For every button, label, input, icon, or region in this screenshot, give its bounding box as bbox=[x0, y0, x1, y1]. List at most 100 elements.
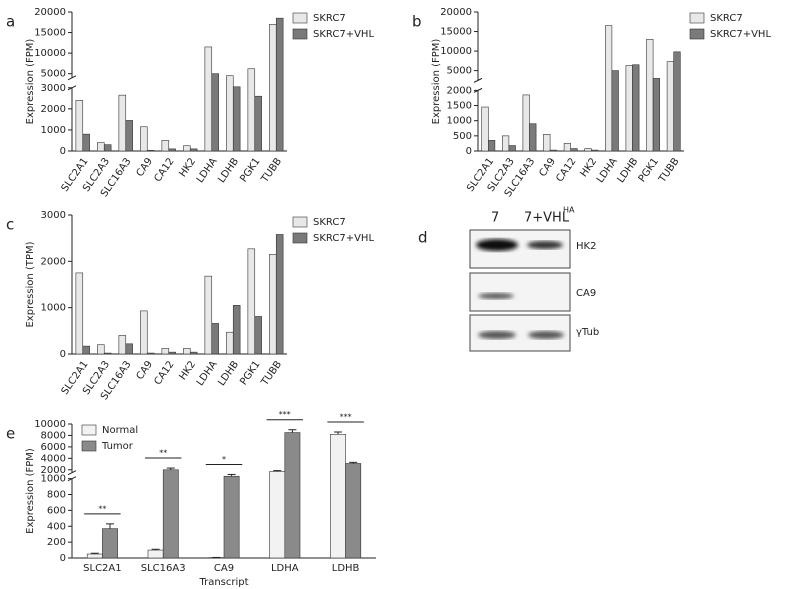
y-tick-label: 1500 bbox=[447, 101, 472, 112]
bar bbox=[161, 348, 170, 355]
x-tick-label: CA9 bbox=[135, 156, 156, 179]
bar bbox=[204, 275, 213, 355]
bar bbox=[82, 345, 90, 355]
bar bbox=[140, 310, 148, 355]
x-tick-label: PGK1 bbox=[238, 156, 262, 184]
x-tick-label: HK2 bbox=[177, 359, 198, 382]
bar bbox=[275, 234, 284, 355]
y-tick-label: 1000 bbox=[41, 125, 66, 136]
y-tick-label: 10000 bbox=[34, 419, 66, 430]
y-tick-label: 800 bbox=[47, 490, 66, 501]
legend-swatch bbox=[689, 12, 705, 24]
bar bbox=[275, 17, 284, 152]
y-axis-label: Expression (FPM) bbox=[25, 448, 36, 534]
bar bbox=[102, 528, 118, 559]
x-tick-label: TUBB bbox=[259, 359, 284, 388]
bar bbox=[97, 344, 105, 355]
bar bbox=[330, 434, 346, 559]
western-blot: d 7 7+VHL HA HK2 CA9 γTub bbox=[418, 206, 599, 352]
y-tick-label: 8000 bbox=[41, 430, 66, 441]
x-tick-label: CA12 bbox=[554, 156, 578, 184]
bar bbox=[232, 305, 241, 355]
bar bbox=[247, 248, 256, 355]
panel-label: e bbox=[6, 425, 15, 443]
y-axis-label: Expression (FPM) bbox=[25, 39, 36, 125]
bar bbox=[75, 100, 84, 152]
legend-swatch bbox=[292, 216, 308, 228]
bar bbox=[611, 70, 619, 152]
y-axis-label: Expression (FPM) bbox=[431, 39, 442, 125]
x-tick-label: LDHB bbox=[216, 359, 241, 388]
y-tick-label: 0 bbox=[60, 553, 66, 564]
x-tick-label: LDHB bbox=[216, 156, 241, 185]
bar bbox=[646, 39, 654, 152]
row-label: γTub bbox=[576, 327, 599, 338]
x-tick-label: LDHA bbox=[595, 156, 620, 185]
bar bbox=[97, 142, 105, 152]
legend-label: SKRC7 bbox=[313, 217, 346, 228]
x-tick-label: LDHA bbox=[195, 359, 220, 388]
bar bbox=[161, 140, 170, 152]
y-tick-label: 1000 bbox=[41, 474, 66, 485]
legend-swatch bbox=[292, 28, 308, 40]
bar bbox=[563, 143, 571, 152]
significance-label: ** bbox=[159, 449, 167, 458]
x-axis-label: Transcript bbox=[198, 577, 248, 588]
bar bbox=[82, 133, 90, 152]
bar bbox=[118, 94, 127, 152]
axis-break bbox=[67, 85, 77, 91]
bar bbox=[232, 86, 241, 152]
y-tick-label: 6000 bbox=[41, 442, 66, 453]
x-tick-label: TUBB bbox=[656, 156, 681, 185]
y-tick-label: 10000 bbox=[34, 48, 66, 59]
axis-break bbox=[473, 77, 483, 83]
legend-label: SKRC7+VHL bbox=[710, 29, 771, 40]
y-tick-label: 2000 bbox=[447, 85, 472, 96]
legend-label: Tumor bbox=[101, 441, 134, 452]
x-tick-label: PGK1 bbox=[637, 156, 661, 184]
bar bbox=[118, 335, 127, 355]
y-tick-label: 3000 bbox=[41, 83, 66, 94]
panel-label: a bbox=[6, 13, 15, 31]
bar bbox=[189, 351, 198, 355]
bar bbox=[625, 65, 633, 152]
blot-band bbox=[528, 331, 564, 339]
y-axis-label: Expression (TPM) bbox=[25, 241, 36, 327]
bar bbox=[204, 46, 213, 152]
blot-panel bbox=[469, 272, 571, 312]
y-tick-label: 0 bbox=[466, 146, 472, 157]
bar bbox=[125, 343, 133, 355]
x-tick-label: CA9 bbox=[135, 359, 156, 382]
bar bbox=[162, 469, 179, 559]
bar bbox=[254, 95, 262, 152]
y-tick-label: 1000 bbox=[41, 303, 66, 314]
axis-break bbox=[67, 470, 77, 476]
y-tick-label: 600 bbox=[47, 505, 66, 516]
y-tick-label: 5000 bbox=[447, 66, 472, 77]
bar bbox=[168, 351, 176, 355]
x-tick-label: TUBB bbox=[259, 156, 284, 185]
x-tick-label: SLC2A1 bbox=[83, 563, 121, 574]
y-tick-label: 20000 bbox=[34, 7, 66, 18]
significance-label: * bbox=[222, 455, 226, 464]
panel-label: c bbox=[6, 216, 14, 234]
y-tick-label: 200 bbox=[47, 537, 66, 548]
legend-swatch bbox=[81, 440, 97, 452]
bar bbox=[508, 145, 516, 152]
x-tick-label: LDHA bbox=[271, 563, 299, 574]
y-tick-label: 5000 bbox=[41, 69, 66, 80]
bar bbox=[487, 140, 496, 152]
bar bbox=[226, 75, 234, 152]
blot-band bbox=[478, 293, 514, 299]
panel-label: b bbox=[412, 13, 422, 31]
legend-swatch bbox=[292, 232, 308, 244]
bar bbox=[211, 73, 219, 152]
bar bbox=[183, 348, 191, 355]
y-tick-label: 10000 bbox=[440, 46, 472, 57]
bar bbox=[584, 148, 592, 152]
legend-swatch bbox=[292, 12, 308, 24]
bar bbox=[570, 148, 578, 152]
legend-label: SKRC7 bbox=[313, 13, 346, 24]
bar bbox=[75, 272, 84, 355]
